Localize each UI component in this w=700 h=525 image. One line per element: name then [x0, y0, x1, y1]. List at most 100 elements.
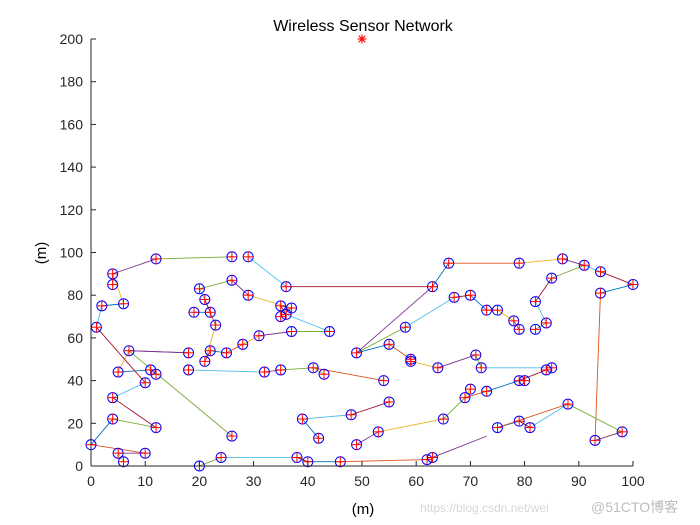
- x-tick-label: 70: [463, 473, 479, 489]
- sensor-node: [313, 432, 325, 444]
- sensor-node: [372, 426, 384, 438]
- sensor-nodes: [85, 251, 639, 472]
- sensor-node: [96, 300, 108, 312]
- link-line: [312, 367, 325, 375]
- sensor-node: [492, 304, 503, 316]
- sensor-node: [351, 347, 363, 359]
- sensor-node: [286, 325, 298, 337]
- link-line: [112, 418, 157, 429]
- y-tick-label: 180: [60, 74, 84, 90]
- link-line: [242, 335, 260, 345]
- sensor-node: [432, 362, 444, 374]
- sensor-node: [118, 298, 130, 310]
- sensor-node: [459, 392, 471, 404]
- sensor-node: [334, 456, 346, 468]
- axes: 0 10 20 30 40 50 60 70 80 90 100 0 20 40 60 80 100 120 140…: [60, 31, 645, 489]
- sensor-node: [291, 451, 303, 463]
- sensor-node: [199, 293, 211, 305]
- link-line: [302, 414, 352, 420]
- link-line: [529, 403, 569, 428]
- link-line: [112, 382, 146, 399]
- watermark-url: https://blog.csdn.net/wei: [420, 501, 549, 515]
- link-line: [204, 324, 217, 362]
- link-line: [518, 420, 531, 428]
- link-line: [594, 293, 601, 441]
- sensor-node: [540, 317, 552, 329]
- x-tick-label: 20: [192, 473, 208, 489]
- link-line: [519, 258, 563, 264]
- link-line: [464, 390, 487, 399]
- sensor-node: [275, 311, 287, 323]
- sensor-node: [513, 257, 525, 269]
- link-line: [296, 457, 308, 463]
- sensor-node: [529, 323, 541, 335]
- link-line: [96, 326, 146, 384]
- sensor-node: [627, 279, 639, 291]
- sensor-node: [351, 439, 363, 451]
- link-line: [247, 256, 287, 288]
- y-tick-label: 160: [60, 116, 84, 132]
- link-line: [95, 305, 103, 328]
- sensor-node: [139, 377, 151, 389]
- link-line: [497, 403, 569, 428]
- link-line: [594, 431, 623, 441]
- y-tick-label: 140: [60, 159, 84, 175]
- sensor-node: [524, 422, 536, 434]
- link-line: [90, 418, 114, 445]
- sensor-node: [226, 430, 238, 442]
- link-line: [356, 431, 379, 446]
- sensor-node: [123, 345, 135, 357]
- sensor-node: [594, 266, 606, 278]
- link-line: [562, 258, 585, 266]
- link-line: [470, 294, 487, 311]
- sensor-node: [118, 456, 130, 468]
- sensor-node: [540, 364, 552, 376]
- y-tick-label: 0: [75, 458, 83, 474]
- sensor-node: [470, 349, 482, 361]
- link-line: [112, 397, 157, 428]
- sensor-node: [405, 355, 417, 367]
- link-line: [351, 401, 390, 416]
- sensor-node: [546, 272, 558, 284]
- y-tick-label: 20: [67, 415, 83, 431]
- link-line: [378, 418, 444, 433]
- sensor-node: [90, 321, 102, 333]
- sensor-node: [443, 257, 455, 269]
- sensor-node: [323, 325, 335, 337]
- sensor-node: [193, 283, 205, 295]
- sensor-node: [286, 302, 298, 314]
- sensor-node: [519, 375, 531, 387]
- link-line: [340, 459, 428, 463]
- sensor-node: [594, 287, 606, 299]
- sensor-node: [221, 347, 232, 359]
- sensor-node: [475, 362, 487, 374]
- link-line: [535, 322, 547, 330]
- x-tick-label: 80: [517, 473, 533, 489]
- sensor-node: [318, 368, 330, 380]
- sensor-node: [616, 426, 628, 438]
- y-tick-label: 60: [67, 330, 83, 346]
- sensor-node: [492, 422, 503, 434]
- sensor-node: [481, 385, 493, 397]
- sensor-node: [383, 338, 395, 350]
- y-axis-label: (m): [33, 242, 50, 265]
- link-line: [209, 312, 217, 326]
- y-tick-label: 80: [67, 287, 83, 303]
- sensor-node: [562, 398, 574, 410]
- link-line: [486, 380, 520, 392]
- x-tick-label: 100: [621, 473, 645, 489]
- sensor-node: [589, 434, 601, 446]
- sensor-node: [204, 345, 216, 357]
- link-line: [600, 271, 634, 285]
- x-tick-label: 90: [571, 473, 587, 489]
- x-tick-label: 30: [246, 473, 262, 489]
- link-line: [475, 354, 482, 368]
- link-line: [198, 288, 206, 300]
- link-line: [150, 369, 157, 375]
- link-line: [567, 403, 623, 433]
- sensor-node: [448, 291, 460, 303]
- sensor-node: [107, 268, 119, 280]
- link-line: [204, 299, 211, 313]
- sensor-node: [199, 355, 211, 367]
- sensor-node: [399, 321, 411, 333]
